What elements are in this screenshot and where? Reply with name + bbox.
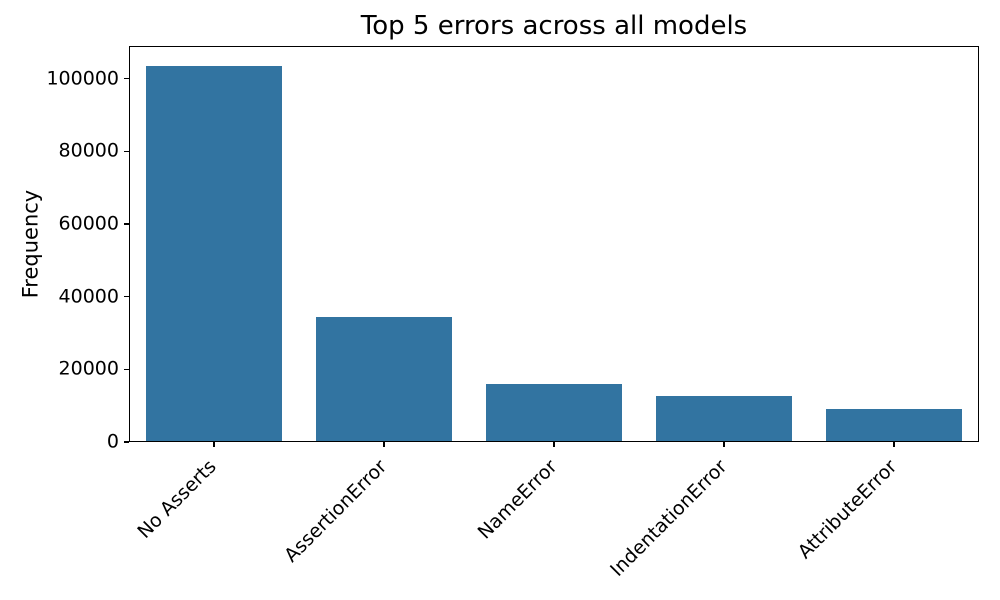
y-tick-mark: [124, 368, 129, 370]
bar-nameerror: [486, 384, 622, 442]
plot-area: [129, 46, 979, 442]
y-tick-label: 0: [106, 430, 119, 453]
x-tick-label-no-asserts: No Asserts: [133, 455, 222, 543]
x-tick-mark: [553, 442, 555, 447]
y-tick-label: 20000: [58, 357, 119, 380]
y-tick-label: 60000: [58, 212, 119, 235]
bar-indentationerror: [656, 395, 792, 442]
y-tick-label: 40000: [58, 285, 119, 308]
bar-assertionerror: [316, 317, 452, 442]
x-tick-mark: [213, 442, 215, 447]
bar-no-asserts: [146, 65, 282, 442]
y-tick-label: 100000: [46, 67, 119, 90]
y-tick-label: 80000: [58, 139, 119, 162]
x-tick-label-assertionerror: AssertionError: [280, 455, 392, 567]
y-tick-mark: [124, 223, 129, 225]
bar-attributeerror: [826, 408, 962, 442]
x-tick-mark: [383, 442, 385, 447]
y-tick-mark: [124, 150, 129, 152]
x-tick-label-nameerror: NameError: [473, 455, 562, 544]
x-tick-mark: [893, 442, 895, 447]
y-axis-label: Frequency: [18, 189, 43, 299]
y-tick-mark: [124, 78, 129, 80]
chart-title: Top 5 errors across all models: [360, 11, 748, 41]
y-tick-mark: [124, 296, 129, 298]
y-tick-mark: [124, 441, 129, 443]
x-tick-label-attributeerror: AttributeError: [793, 455, 902, 564]
x-tick-mark: [723, 442, 725, 447]
x-tick-label-indentationerror: IndentationError: [605, 455, 732, 581]
